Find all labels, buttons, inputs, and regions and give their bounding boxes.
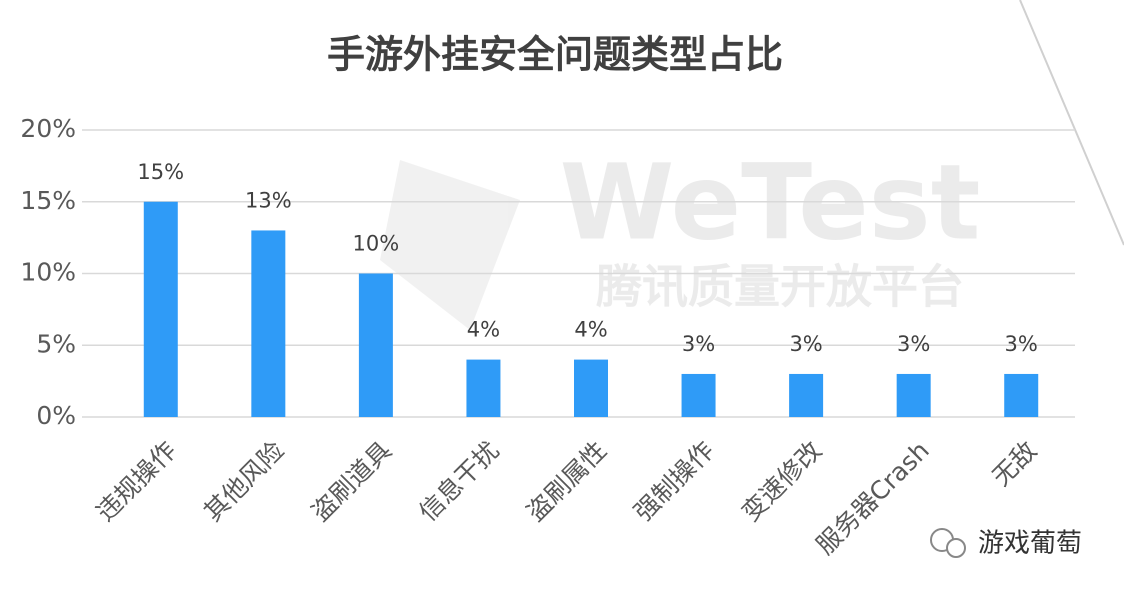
x-tick-label: 盗刷道具 xyxy=(306,436,397,527)
bar xyxy=(1004,373,1039,417)
y-tick-label: 0% xyxy=(36,401,76,430)
data-label: 3% xyxy=(897,332,930,356)
x-tick-label: 强制操作 xyxy=(629,436,720,527)
data-label: 10% xyxy=(353,232,400,256)
data-label: 3% xyxy=(1005,332,1038,356)
bar xyxy=(896,373,931,417)
source: 游戏葡萄 xyxy=(930,528,1082,559)
x-tick-label: 盗刷属性 xyxy=(521,436,612,527)
source-label: 游戏葡萄 xyxy=(978,529,1082,559)
data-label: 15% xyxy=(137,160,184,184)
watermark-logo xyxy=(380,160,520,330)
y-tick-label: 20% xyxy=(20,114,76,143)
x-tick-label: 变速修改 xyxy=(736,436,827,527)
x-tick-label: 信息干扰 xyxy=(413,436,504,527)
bar xyxy=(574,359,608,417)
bar xyxy=(681,373,716,417)
watermark: WeTest 腾讯质量开放平台 xyxy=(380,141,980,330)
data-label: 13% xyxy=(245,188,292,212)
data-label: 3% xyxy=(682,332,715,356)
x-tick-label: 服务器Crash xyxy=(810,436,934,560)
bar xyxy=(358,273,393,417)
x-tick-label: 违规操作 xyxy=(91,436,182,527)
y-tick-label: 10% xyxy=(20,258,76,287)
data-label: 3% xyxy=(789,332,822,356)
data-label: 4% xyxy=(574,318,607,342)
bar xyxy=(466,359,501,417)
data-label: 4% xyxy=(467,318,500,342)
bar xyxy=(251,230,286,417)
watermark-subtitle: 腾讯质量开放平台 xyxy=(596,260,964,314)
x-tick-label: 无敌 xyxy=(987,436,1043,492)
chart-title: 手游外挂安全问题类型占比 xyxy=(327,33,783,77)
y-tick-label: 15% xyxy=(20,186,76,215)
y-tick-label: 5% xyxy=(36,329,76,358)
x-tick-label: 其他风险 xyxy=(198,436,289,527)
decor-line xyxy=(1019,0,1124,246)
source-icon xyxy=(946,538,966,558)
bar xyxy=(143,201,178,417)
bar xyxy=(789,373,824,417)
